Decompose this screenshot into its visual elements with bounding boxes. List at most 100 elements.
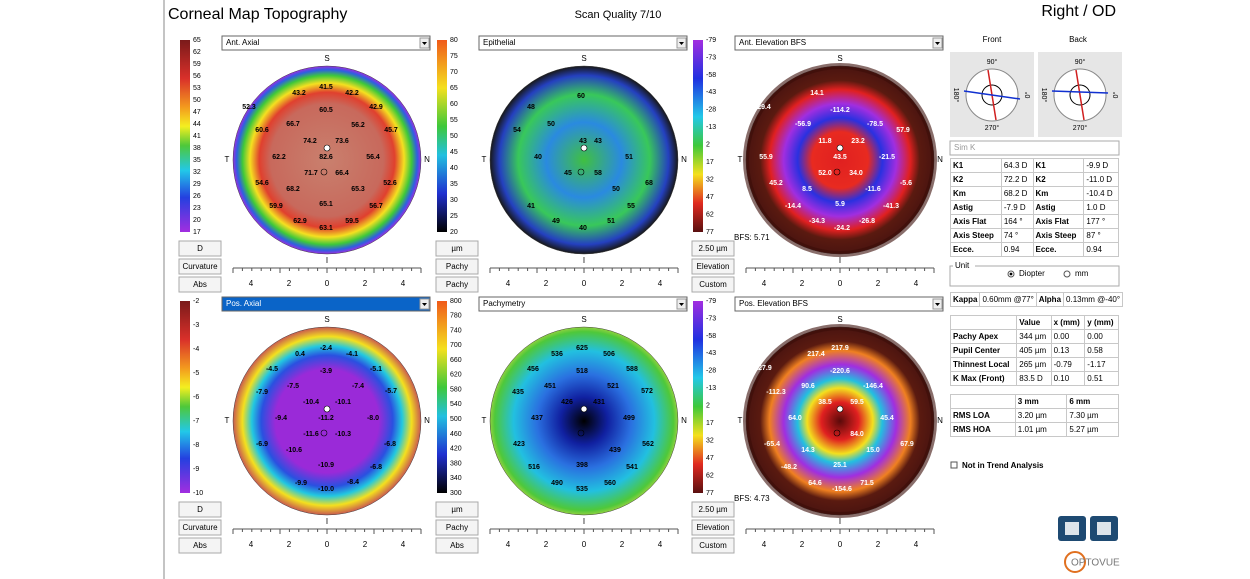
map-value: 625 (576, 345, 588, 352)
color-scale (180, 301, 190, 493)
row: Value x (mm) y (mm) (949, 315, 1119, 330)
row: Ecce. 0.94 Ecce. 0.94 (950, 242, 1119, 257)
map-value: 516 (528, 464, 540, 471)
arrow (935, 303, 940, 306)
cell: 0.94 (1083, 242, 1119, 257)
map-value: 572 (641, 388, 653, 395)
cell: Kappa (949, 292, 981, 307)
cell: Astig (1032, 200, 1085, 215)
scale-label: 380 (450, 460, 462, 467)
button[interactable] (178, 501, 222, 518)
button[interactable] (435, 240, 479, 257)
cell: 177 ° (1083, 214, 1119, 229)
ruler-label: 2 (876, 540, 881, 549)
button[interactable] (435, 519, 479, 536)
dropdown (734, 296, 944, 312)
ruler-label: 4 (658, 540, 663, 549)
cell: Astig (950, 200, 1002, 215)
map-value: 50 (547, 121, 555, 128)
map-value: 55.9 (759, 154, 773, 161)
button[interactable] (691, 501, 735, 518)
button[interactable] (691, 519, 735, 536)
button[interactable] (178, 519, 222, 536)
map-value: 423 (513, 441, 525, 448)
icon-glyph (1097, 522, 1111, 535)
map-value: 38.5 (818, 399, 832, 406)
map-value: 217.9 (831, 345, 849, 352)
scale-label: -28 (706, 107, 716, 114)
button[interactable] (178, 258, 222, 275)
cell: -0.79 (1050, 357, 1086, 372)
button[interactable] (691, 537, 735, 554)
cell: 0.51 (1084, 371, 1119, 386)
scale-label: 41 (193, 133, 201, 140)
map-value: 57.9 (896, 127, 910, 134)
button-label: Elevation (697, 523, 730, 532)
button[interactable] (435, 276, 479, 293)
scale-label: -3 (193, 322, 199, 329)
button[interactable] (178, 240, 222, 257)
cell: Km (1032, 186, 1085, 201)
button[interactable] (435, 501, 479, 518)
map-value: 41.5 (319, 84, 333, 91)
map-value: 62.2 (272, 154, 286, 161)
pupil-marker (577, 429, 585, 437)
map-value: -11.6 (865, 186, 881, 193)
dropdown (478, 296, 688, 312)
row: K1 64.3 D K1 -9.9 D (950, 158, 1119, 173)
scale-label: 32 (193, 169, 201, 176)
map-hatch (743, 63, 937, 257)
button-label: Elevation (697, 262, 730, 271)
cell: -11.0 D (1083, 172, 1119, 187)
map-value: 11.8 (818, 138, 831, 145)
map-value: 66.4 (335, 170, 349, 177)
map-value: 59.5 (850, 399, 864, 406)
button[interactable] (178, 276, 222, 293)
map-value: 435 (512, 389, 524, 396)
dropdown-label: Ant. Axial (226, 38, 260, 47)
map-value: -7.5 (287, 383, 299, 390)
ruler-label: 0 (582, 279, 587, 288)
map-hatch (743, 324, 937, 518)
scale-label: 60 (450, 101, 458, 108)
scale-label: -58 (706, 333, 716, 340)
map-value: 56.2 (351, 122, 365, 129)
scale-label: 540 (450, 401, 462, 408)
orient-n: N (424, 155, 430, 164)
map-value: 68 (645, 180, 653, 187)
scale-label: 25 (450, 213, 458, 220)
orient-t: T (738, 155, 743, 164)
cell: K1 (950, 158, 1002, 173)
scale-label: 780 (450, 313, 462, 320)
cell: y (mm) (1084, 315, 1119, 330)
button[interactable] (435, 537, 479, 554)
button[interactable] (691, 240, 735, 257)
button[interactable] (691, 276, 735, 293)
checkbox[interactable] (950, 461, 958, 469)
map-value: 34.0 (849, 170, 863, 177)
cell: 87 ° (1083, 228, 1119, 243)
pupil-marker (320, 429, 328, 437)
map-value: 60.6 (255, 127, 269, 134)
arrow (422, 42, 427, 45)
map-value: 67.9 (900, 441, 914, 448)
button[interactable] (178, 537, 222, 554)
row: Axis Flat 164 ° Axis Flat 177 ° (950, 214, 1119, 229)
axis-red (1075, 69, 1085, 121)
scale-label: 47 (706, 455, 714, 462)
axis-blue (1051, 90, 1109, 94)
simk-label: Sim K (954, 143, 976, 152)
dropdown-label: Pos. Axial (226, 299, 261, 308)
pupil-marker (833, 168, 841, 176)
map-value: 66.7 (286, 121, 300, 128)
dropdown-label: Epithelial (483, 38, 516, 47)
orient-t: T (225, 416, 230, 425)
map-value: 56.7 (369, 203, 383, 210)
trend: Not in Trend Analysis (962, 461, 1044, 470)
pupil-marker (833, 429, 841, 437)
button[interactable] (435, 258, 479, 275)
map-value: 60.5 (319, 107, 333, 114)
row: RMS LOA 3.20 µm 7.30 µm (950, 408, 1119, 423)
cell: 7.30 µm (1066, 408, 1119, 423)
button[interactable] (691, 258, 735, 275)
